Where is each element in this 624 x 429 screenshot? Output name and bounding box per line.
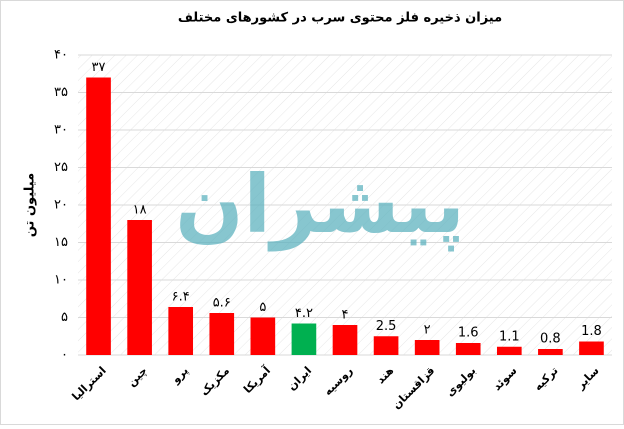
data-label: ۳۷ xyxy=(92,60,106,75)
y-tick-label: ۳۰ xyxy=(54,123,68,138)
chart-title: میزان ذخیره فلز محتوی سرب در کشورهای مخت… xyxy=(178,11,502,26)
y-tick-label: ۳۵ xyxy=(54,85,68,100)
bar xyxy=(538,349,563,355)
y-tick-label: ۴۰ xyxy=(54,48,68,63)
bar xyxy=(373,336,399,355)
y-tick-label: ۰ xyxy=(61,348,68,363)
y-tick-label: ۲۵ xyxy=(54,160,68,175)
data-label: ۴ xyxy=(342,308,349,323)
bar xyxy=(86,77,111,355)
data-label: 1.6 xyxy=(458,326,479,341)
bar xyxy=(455,343,481,355)
bar xyxy=(291,323,317,355)
data-label: ۵.۶ xyxy=(213,296,231,311)
watermark: پیشران xyxy=(175,158,465,252)
data-label: 2.5 xyxy=(376,319,397,334)
bar xyxy=(414,340,440,355)
y-tick-label: ۱۰ xyxy=(54,273,68,288)
data-label: 0.8 xyxy=(540,332,561,347)
data-label: ۶.۴ xyxy=(172,290,190,305)
data-label: 1.1 xyxy=(499,329,520,344)
data-label: ۱۸ xyxy=(133,203,147,218)
y-tick-label: ۵ xyxy=(61,310,68,325)
data-label: ۵ xyxy=(259,300,266,315)
bar xyxy=(168,307,194,355)
bar xyxy=(127,220,152,355)
bar xyxy=(209,313,235,355)
y-axis-label: میلیون تن xyxy=(23,173,38,237)
data-label: ۴.۲ xyxy=(295,306,313,321)
y-tick-label: ۲۰ xyxy=(54,198,68,213)
bar xyxy=(332,325,358,355)
bar xyxy=(250,317,276,355)
bar xyxy=(496,346,522,355)
bar xyxy=(579,341,604,355)
data-label: ۲ xyxy=(424,323,431,338)
y-tick-label: ۱۵ xyxy=(54,235,68,250)
data-label: 1.8 xyxy=(581,324,602,339)
